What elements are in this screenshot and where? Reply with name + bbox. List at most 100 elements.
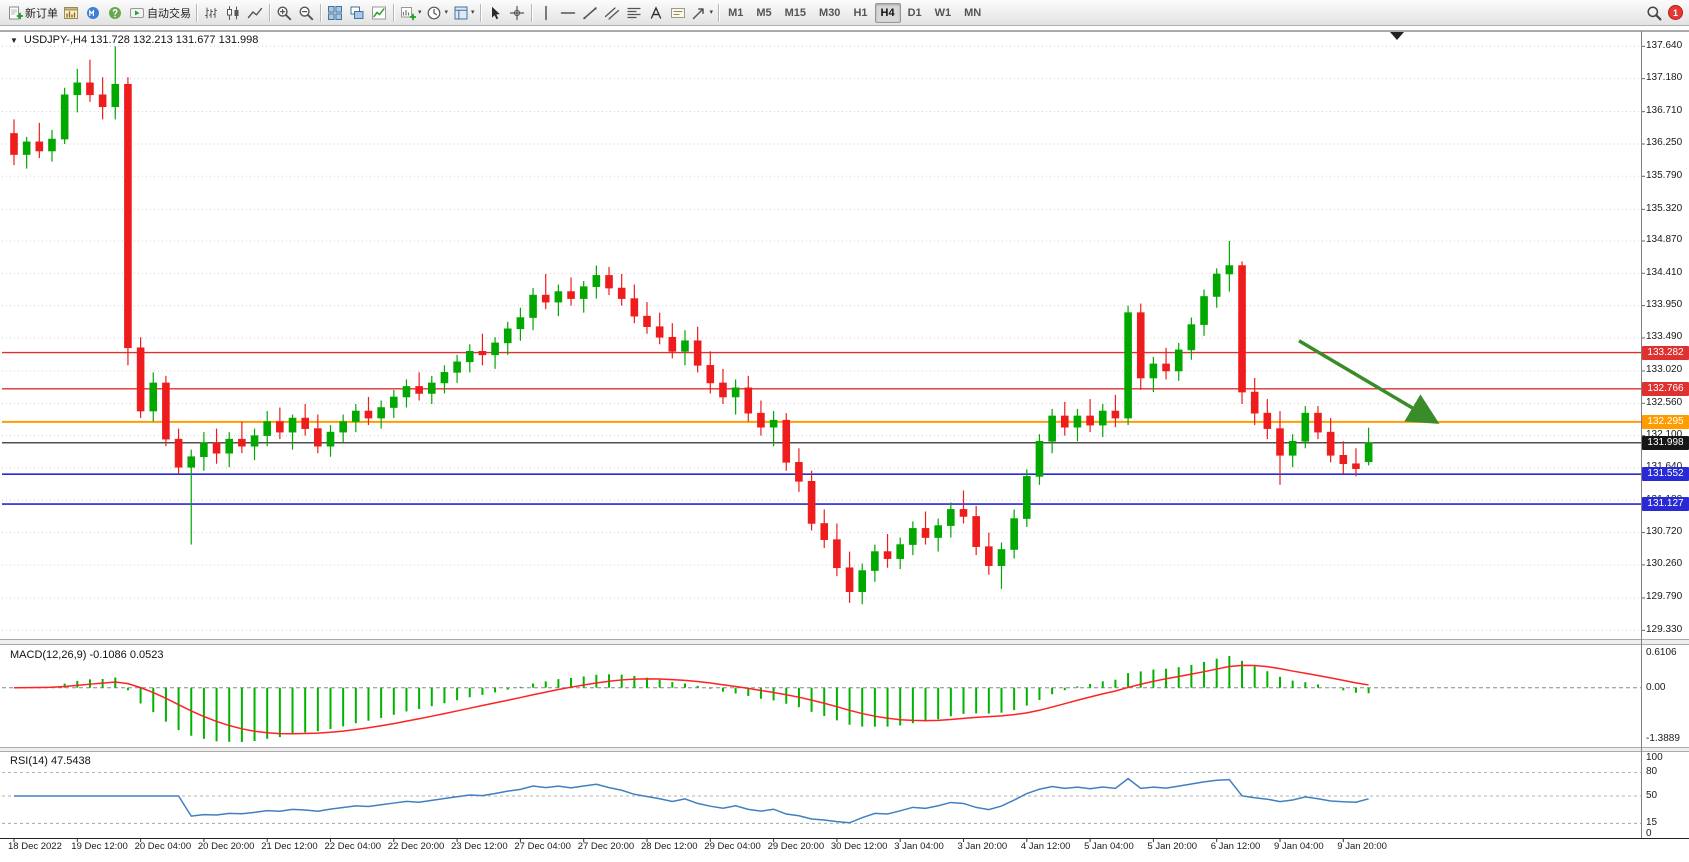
chart-symbol-title: ▼ USDJPY-,H4 131.728 132.213 131.677 131…	[10, 34, 258, 46]
timeframe-m30-button[interactable]: M30	[819, 6, 841, 19]
candlestick-series	[10, 46, 1373, 605]
timeframe-mn-button[interactable]: MN	[964, 6, 982, 19]
one-click-trading-collapse-icon[interactable]: ▼	[10, 35, 18, 45]
timeframe-h4-button[interactable]: H4	[874, 2, 901, 23]
fibonacci-button[interactable]	[623, 2, 645, 24]
crosshair-button[interactable]	[506, 2, 528, 24]
new-chart-button[interactable]: ▾	[397, 2, 424, 24]
macd-indicator-label: MACD(12,26,9) -0.1086 0.0523	[10, 649, 164, 661]
rsi-axis-label: 100	[1646, 752, 1663, 763]
toolbar-separator	[479, 3, 481, 22]
price-axis-label: 135.790	[1646, 169, 1683, 181]
text-label-button[interactable]	[667, 2, 689, 24]
time-axis-label: 19 Dec 12:00	[71, 841, 128, 852]
vertical-line-button[interactable]	[535, 2, 557, 24]
zoom-in-button[interactable]	[273, 2, 295, 24]
cursor-button[interactable]	[484, 2, 506, 24]
new-order-button[interactable]: 新订单	[4, 2, 60, 24]
horizontal-line-button[interactable]	[557, 2, 579, 24]
fibo-icon	[625, 4, 642, 21]
resistance-line-1-price-tag: 133.282	[1642, 345, 1689, 360]
macd-axis[interactable]: 0.6106 0.00 -1.3889	[1642, 645, 1689, 747]
horizontal-lines	[2, 351, 1641, 505]
panel-splitter[interactable]	[0, 639, 1689, 645]
bars-chart-icon	[203, 4, 220, 21]
time-axis-label: 22 Dec 20:00	[387, 841, 445, 852]
time-axis-label: 3 Jan 20:00	[957, 841, 1008, 852]
indicators-icon	[371, 4, 388, 21]
bar-chart-button[interactable]	[200, 2, 222, 24]
time-axis-label: 28 Dec 12:00	[641, 841, 698, 852]
chevron-down-icon: ▾	[418, 9, 422, 16]
timeframe-m15-button[interactable]: M15	[784, 6, 807, 19]
search-button[interactable]	[1643, 2, 1665, 24]
macd-axis-label: 0.6106	[1646, 647, 1677, 658]
charts-button[interactable]	[60, 2, 82, 24]
timeframe-d1-button[interactable]: D1	[907, 6, 922, 19]
macd-axis-label: 0.00	[1646, 681, 1666, 693]
indicators-button[interactable]	[368, 2, 390, 24]
price-axis-label: 134.870	[1646, 234, 1683, 246]
timeframe-h1-button[interactable]: H1	[853, 6, 868, 19]
timeframe-m5-button[interactable]: M5	[756, 6, 772, 19]
price-axis-label: 132.560	[1646, 396, 1683, 408]
chevron-down-icon: ▾	[471, 9, 475, 16]
zoom-out-icon	[298, 4, 315, 21]
time-axis-label: 27 Dec 04:00	[514, 841, 571, 852]
new-order-button-label: 新订单	[25, 7, 58, 20]
toolbar-separator	[269, 3, 270, 22]
time-axis-label: 20 Dec 20:00	[197, 841, 255, 852]
periods-button[interactable]: ▾	[424, 2, 451, 24]
trend-arrow-annotation[interactable]	[1298, 339, 1440, 424]
timeframe-w1-button[interactable]: W1	[934, 6, 952, 19]
rsi-axis-label: 15	[1646, 816, 1658, 828]
help-icon	[107, 4, 124, 21]
price-axis-label: 133.490	[1646, 331, 1683, 343]
rsi-axis[interactable]: 100 80 50 15 0	[1642, 752, 1689, 839]
trendline-button[interactable]	[579, 2, 601, 24]
mql5-button[interactable]	[82, 2, 104, 24]
time-axis[interactable]: 18 Dec 2022 19 Dec 12:00 20 Dec 04:00 20 De…	[0, 839, 1689, 862]
toolbar-separator	[320, 3, 321, 22]
time-axis-label: 30 Dec 12:00	[830, 841, 888, 852]
panel-splitter[interactable]	[0, 747, 1689, 752]
crosshair-icon	[508, 4, 525, 21]
notifications-badge[interactable]: 1	[1668, 5, 1683, 20]
chart-title-text: USDJPY-,H4 131.728 132.213 131.677 131.9…	[23, 34, 259, 46]
templates-button[interactable]: ▾	[450, 2, 477, 24]
price-axis[interactable]: 137.640 137.180 136.710 136.250 135.790 135.3…	[1642, 31, 1689, 639]
main-toolbar: 新订单 自动交易 ▾ ▾ ▾ ▾ M1 M5 M15 M30 H1 H4 D1 W1 MN 1	[0, 0, 1689, 26]
candlestick-chart-button[interactable]	[222, 2, 244, 24]
mql5-icon	[85, 4, 102, 21]
toolbar-separator	[393, 3, 394, 22]
arrows-button[interactable]: ▾	[689, 2, 716, 24]
price-axis-label: 133.950	[1646, 299, 1683, 311]
vline-icon	[537, 4, 554, 21]
line-chart-button[interactable]	[244, 2, 266, 24]
rsi-axis-label: 0	[1646, 828, 1652, 839]
time-axis-label: 27 Dec 20:00	[577, 841, 635, 852]
cursor-icon	[486, 4, 503, 21]
time-axis-label: 9 Jan 04:00	[1274, 841, 1324, 852]
price-axis-label: 136.710	[1646, 105, 1683, 117]
time-axis-label: 21 Dec 12:00	[261, 841, 318, 852]
auto-trading-button[interactable]: 自动交易	[126, 2, 193, 24]
tile-windows-icon	[327, 4, 344, 21]
cascade-windows-button[interactable]	[346, 2, 368, 24]
text-button[interactable]	[645, 2, 667, 24]
time-axis-label: 5 Jan 20:00	[1147, 841, 1198, 852]
help-button[interactable]	[104, 2, 126, 24]
chart-shift-marker[interactable]	[1390, 32, 1404, 40]
support-line-orange-price-tag: 132.295	[1642, 414, 1689, 429]
zoom-out-button[interactable]	[295, 2, 317, 24]
price-axis-label: 130.260	[1646, 558, 1683, 570]
equidistant-channel-button[interactable]	[601, 2, 623, 24]
shapes-icon	[691, 4, 708, 21]
toolbar-separator	[530, 3, 532, 22]
tile-windows-button[interactable]	[324, 2, 346, 24]
time-axis-label: 20 Dec 04:00	[134, 841, 192, 852]
price-axis-label: 137.180	[1646, 72, 1683, 84]
timeframe-m1-button[interactable]: M1	[728, 6, 744, 19]
